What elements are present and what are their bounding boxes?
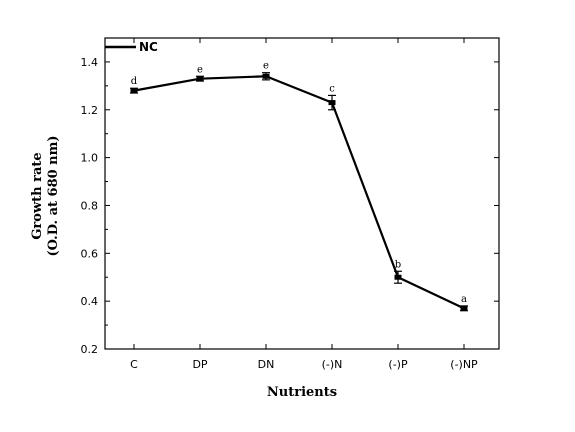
significance-label: a — [461, 294, 467, 305]
y-axis-title-line1: Growth rate — [30, 152, 45, 239]
x-tick-label: (-)N — [322, 358, 343, 371]
y-tick-label: 0.6 — [81, 247, 99, 260]
series-layer: d e e c b a — [130, 61, 468, 312]
x-tick-label: DP — [192, 358, 207, 371]
y-axis: 0.2 0.4 0.6 0.8 1.0 1.2 1.4 — [81, 37, 499, 356]
y-axis-title: Growth rate (O.D. at 680 nm) — [30, 135, 61, 256]
data-point — [130, 88, 138, 94]
y-tick-label: 0.2 — [81, 343, 99, 356]
legend-label: NC — [139, 40, 158, 54]
significance-label: e — [263, 61, 269, 72]
significance-label: d — [131, 76, 138, 87]
significance-label: c — [329, 83, 335, 94]
significance-label: b — [395, 259, 401, 270]
y-tick-label: 1.0 — [81, 152, 99, 165]
y-tick-label: 1.2 — [81, 104, 99, 117]
data-point — [394, 274, 402, 280]
x-axis-title: Nutrients — [267, 385, 337, 400]
data-point — [328, 100, 336, 106]
y-tick-label: 1.4 — [81, 56, 99, 69]
y-tick-label: 0.8 — [81, 199, 99, 212]
x-tick-label: (-)NP — [450, 358, 478, 371]
x-tick-label: (-)P — [388, 358, 408, 371]
series-line-nc — [133, 75, 465, 310]
x-tick-label: C — [130, 358, 138, 371]
x-axis: C DP DN (-)N (-)P (-)NP — [130, 38, 478, 371]
legend: NC — [105, 40, 158, 54]
significance-label: e — [197, 64, 203, 75]
data-point — [196, 76, 204, 82]
y-axis-title-line2: (O.D. at 680 nm) — [46, 135, 61, 256]
plot-frame — [104, 37, 500, 350]
x-tick-label: DN — [258, 358, 275, 371]
y-tick-label: 0.4 — [81, 295, 99, 308]
data-point — [262, 73, 270, 79]
data-point — [460, 305, 468, 311]
